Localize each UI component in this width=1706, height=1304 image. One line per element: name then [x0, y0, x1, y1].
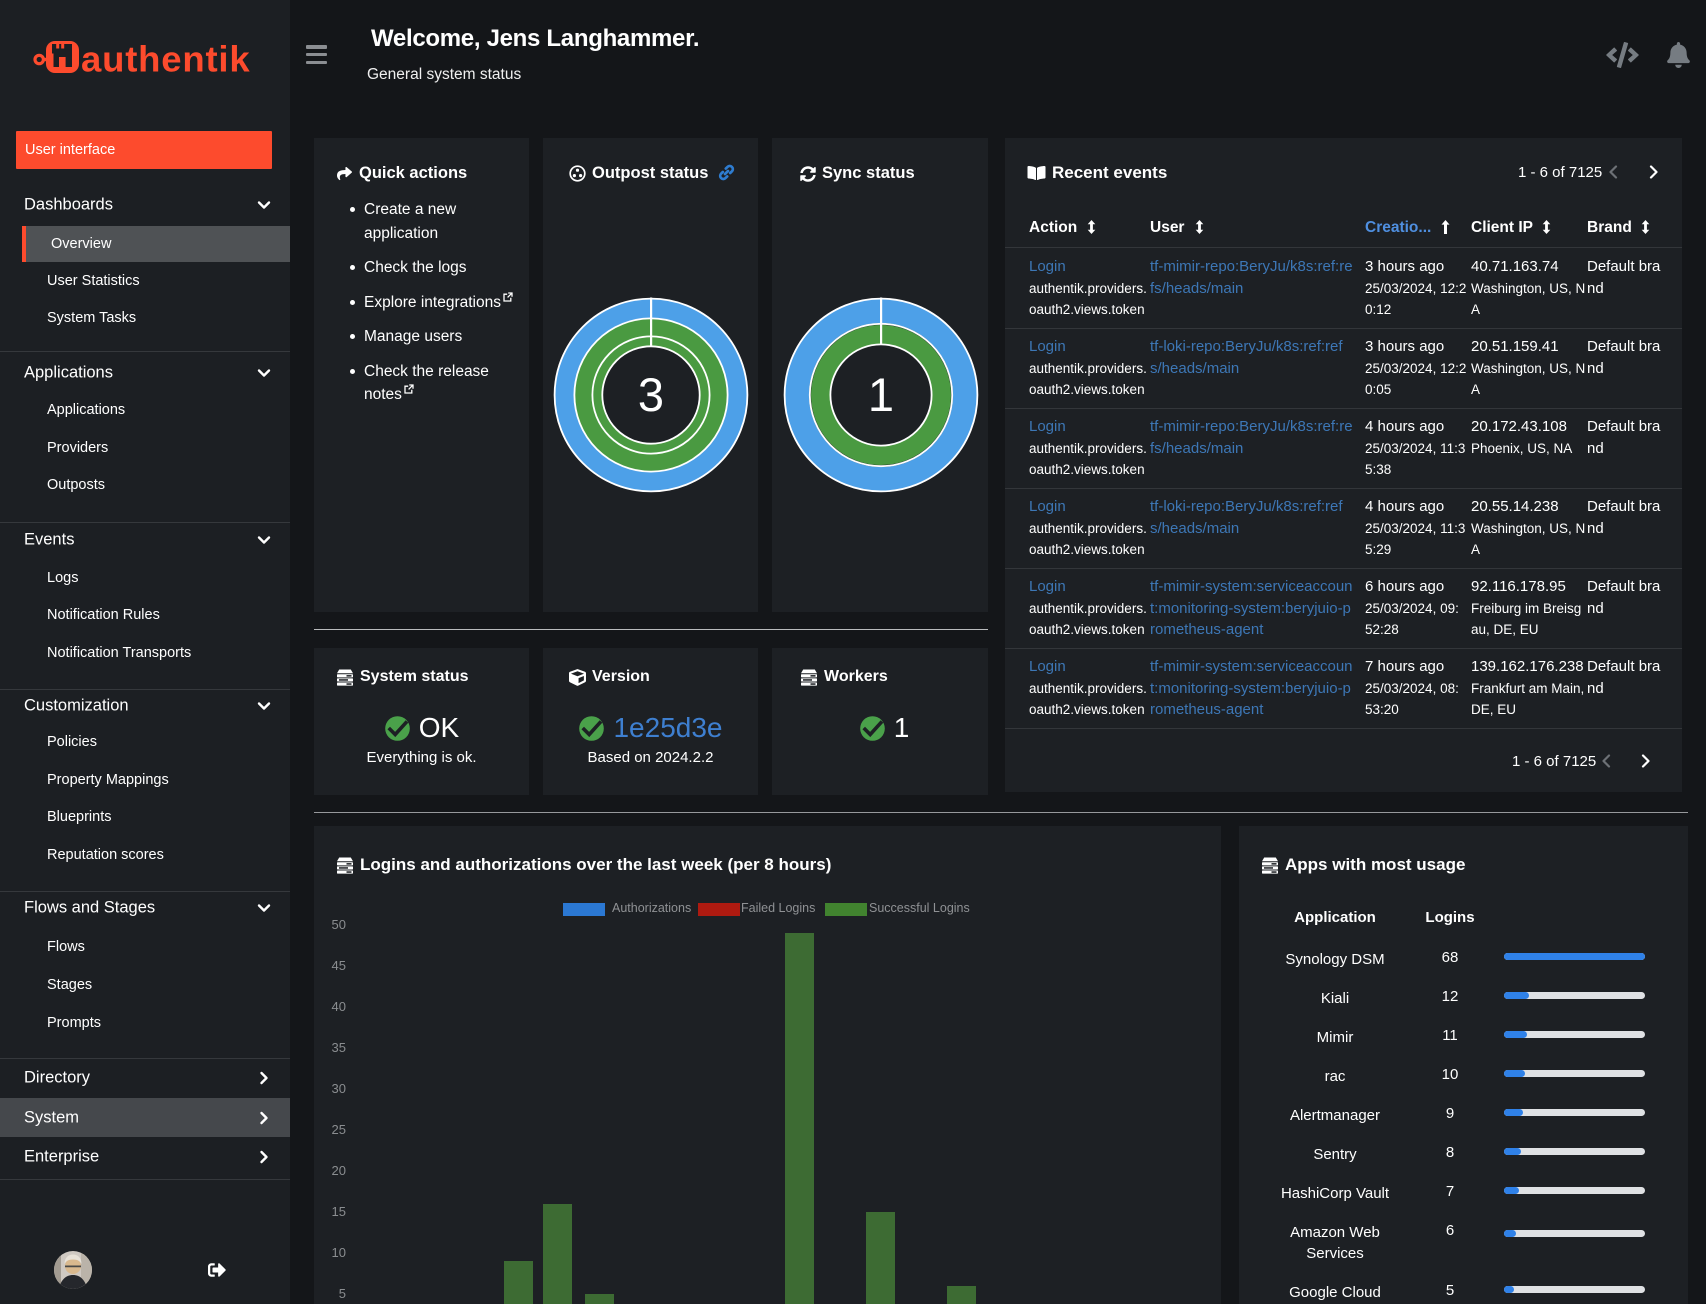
- svg-text:1: 1: [868, 368, 894, 421]
- svg-text:authentik: authentik: [81, 39, 250, 80]
- svg-text:3: 3: [638, 368, 664, 421]
